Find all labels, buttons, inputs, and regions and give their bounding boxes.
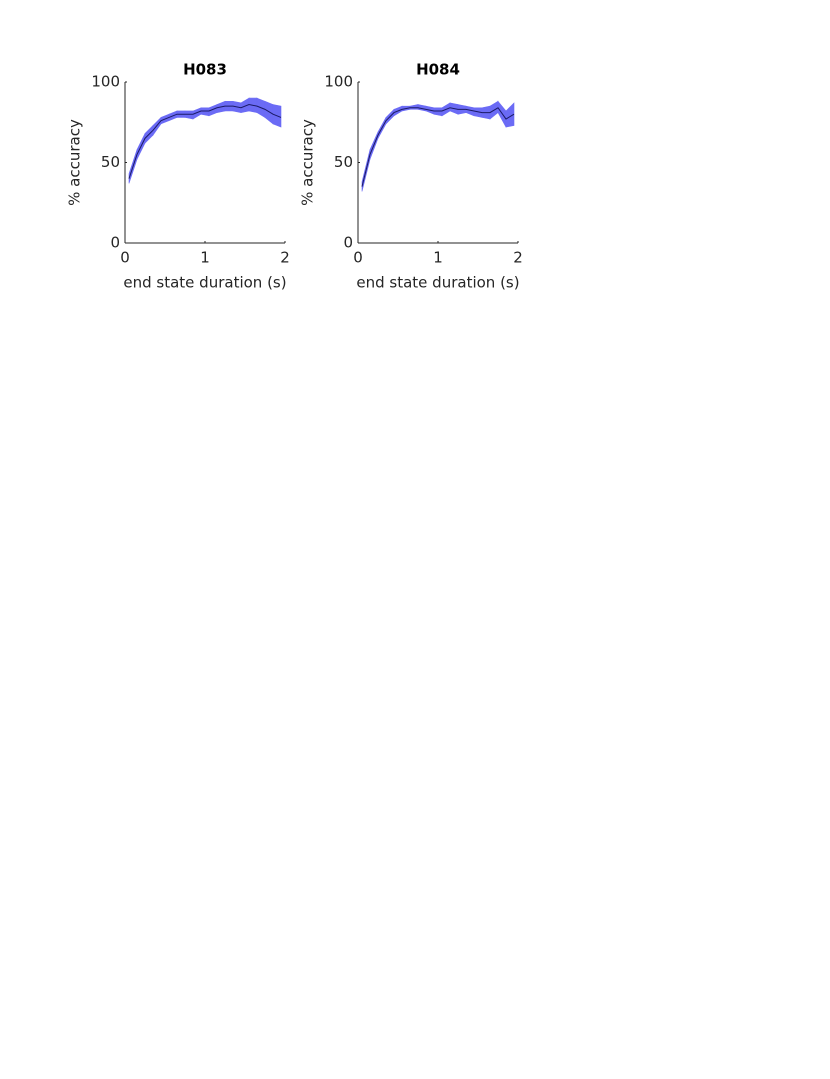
confidence-band (433, 107, 443, 117)
x-tick-label: 0 (353, 249, 363, 267)
chart-title: H084 (416, 61, 460, 79)
confidence-band (200, 107, 210, 117)
y-tick-label: 0 (110, 234, 120, 252)
y-axis-label: % accuracy (66, 119, 84, 206)
mean-line (128, 104, 282, 179)
y-tick-label: 50 (334, 153, 353, 171)
confidence-band (409, 104, 419, 110)
y-tick-label: 50 (101, 153, 120, 171)
confidence-band (152, 116, 162, 137)
x-axis-label: end state duration (s) (123, 274, 286, 292)
mean-line (361, 107, 515, 187)
y-tick-label: 100 (91, 73, 120, 91)
confidence-band (264, 100, 274, 125)
x-tick-label: 1 (200, 249, 210, 267)
x-tick-label: 0 (120, 249, 130, 267)
x-tick-label: 2 (513, 249, 523, 267)
y-axis-label: % accuracy (299, 119, 317, 206)
x-axis-label: end state duration (s) (356, 274, 519, 292)
x-tick-label: 2 (280, 249, 290, 267)
confidence-band (505, 102, 515, 128)
chart-title: H083 (183, 61, 227, 79)
x-tick-label: 1 (433, 249, 443, 267)
y-tick-label: 100 (324, 73, 353, 91)
confidence-band (184, 110, 194, 120)
y-tick-label: 0 (343, 234, 353, 252)
